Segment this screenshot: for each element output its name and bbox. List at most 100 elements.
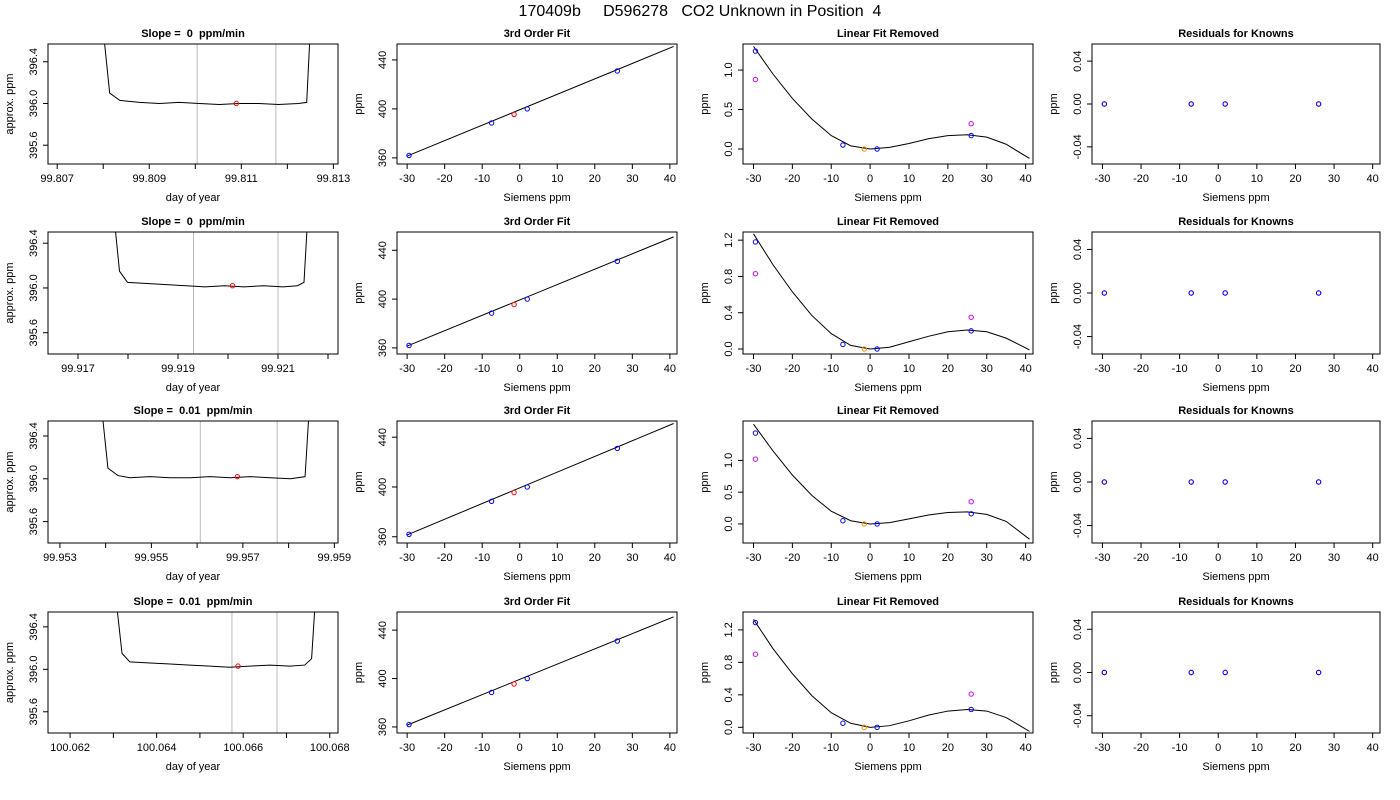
point	[614, 445, 621, 452]
y-tick-label: 0.8	[723, 655, 735, 670]
point	[1101, 479, 1108, 485]
y-tick-label: 0.04	[1072, 239, 1084, 260]
x-axis-label: Siemens ppm	[854, 192, 921, 204]
panel-title: 3rd Order Fit	[504, 28, 571, 40]
y-tick-label: -0.04	[1072, 703, 1084, 728]
plot-frame	[396, 43, 678, 165]
x-axis-label: day of year	[166, 382, 221, 394]
y-tick-label: 0.5	[723, 102, 735, 117]
curve	[115, 232, 308, 288]
curve	[753, 233, 1030, 351]
x-tick-label: 40	[1367, 552, 1379, 564]
x-tick-label: 40	[664, 742, 676, 754]
x-tick-label: -10	[823, 173, 839, 185]
point	[968, 691, 974, 697]
plot-area	[406, 616, 674, 728]
y-tick-label: 1.0	[723, 453, 735, 468]
panel: Linear Fit Removed Siemens ppm ppm -30 -20 -1…	[699, 596, 1034, 773]
x-axis-label: Siemens ppm	[1202, 382, 1269, 394]
y-axis-label: ppm	[1048, 93, 1060, 114]
x-tick-label: 10	[903, 363, 915, 375]
point	[968, 511, 974, 517]
y-tick-label: 360	[377, 149, 389, 167]
x-tick-label: 40	[664, 173, 676, 185]
plot-area	[116, 612, 316, 669]
x-tick-label: 99.953	[43, 552, 77, 564]
panel-title: Slope = 0.01 ppm/min	[134, 596, 253, 608]
x-tick-label: 99.809	[132, 173, 166, 185]
point	[233, 100, 239, 107]
x-tick-label: 100.066	[223, 742, 263, 754]
x-tick-label: -20	[784, 363, 800, 375]
x-tick-label: 100.064	[137, 742, 177, 754]
y-tick-label: 0.04	[1072, 50, 1084, 71]
y-tick-label: 0.0	[723, 720, 735, 735]
x-tick-label: 40	[1019, 363, 1031, 375]
curve	[406, 423, 674, 536]
x-tick-label: 100.062	[50, 742, 90, 754]
curve	[406, 45, 674, 157]
x-tick-label: -10	[1172, 552, 1188, 564]
x-tick-label: 0	[867, 552, 873, 564]
point	[968, 121, 974, 127]
x-axis-label: Siemens ppm	[1202, 192, 1269, 204]
x-axis-label: Siemens ppm	[854, 761, 921, 773]
y-tick-label: 0.04	[1072, 619, 1084, 640]
point	[1222, 479, 1228, 485]
panel: Linear Fit Removed Siemens ppm ppm -30 -20 -1…	[699, 216, 1034, 394]
x-tick-label: 30	[981, 363, 993, 375]
y-tick-label: 440	[377, 241, 389, 259]
y-tick-label: 396.0	[28, 90, 40, 118]
y-tick-label: 1.2	[723, 233, 735, 248]
panel: 3rd Order Fit Siemens ppm ppm -30 -20 -10 0 10 2…	[353, 28, 678, 204]
curve	[406, 236, 674, 347]
point	[1188, 101, 1194, 107]
y-tick-label: 0.5	[723, 485, 735, 500]
panel-title: Residuals for Knowns	[1178, 405, 1294, 417]
x-tick-label: 20	[589, 552, 601, 564]
point	[1315, 290, 1322, 296]
y-tick-label: 0.0	[723, 516, 735, 531]
point	[524, 296, 530, 302]
x-tick-label: 30	[626, 742, 638, 754]
plot-frame	[1091, 420, 1381, 544]
y-axis-label: ppm	[1048, 471, 1060, 492]
y-tick-label: 440	[377, 621, 389, 639]
x-tick-label: -20	[437, 363, 453, 375]
point	[488, 120, 495, 126]
point	[524, 106, 530, 112]
x-tick-label: 10	[551, 173, 563, 185]
x-tick-label: 20	[589, 742, 601, 754]
y-axis-label: approx. ppm	[4, 642, 16, 703]
x-tick-label: -30	[399, 363, 415, 375]
x-tick-label: 20	[942, 742, 954, 754]
x-tick-label: 99.811	[225, 173, 258, 185]
y-axis-label: ppm	[699, 93, 711, 114]
x-tick-label: 0	[1215, 742, 1221, 754]
x-tick-label: 99.921	[261, 363, 295, 375]
plot-frame	[47, 231, 339, 355]
panel-title: Residuals for Knowns	[1178, 596, 1294, 608]
x-tick-label: 0	[1215, 552, 1221, 564]
plot-frame	[1091, 43, 1381, 165]
y-tick-label: 0.00	[1072, 662, 1084, 683]
y-axis-label: ppm	[353, 93, 365, 114]
x-tick-label: 40	[664, 552, 676, 564]
y-axis-label: approx. ppm	[4, 73, 16, 134]
y-tick-label: 0.4	[723, 305, 735, 320]
x-tick-label: 20	[1289, 742, 1301, 754]
plot-frame	[742, 43, 1034, 165]
point	[1222, 101, 1228, 107]
x-axis-label: Siemens ppm	[503, 382, 570, 394]
x-tick-label: -20	[437, 742, 453, 754]
x-tick-label: 30	[626, 363, 638, 375]
x-axis-label: Siemens ppm	[503, 192, 570, 204]
x-tick-label: -10	[474, 363, 490, 375]
x-tick-label: -30	[399, 742, 415, 754]
x-tick-label: 20	[1289, 363, 1301, 375]
panel-title: 3rd Order Fit	[504, 216, 571, 228]
plot-frame	[396, 231, 678, 355]
point	[861, 724, 867, 731]
x-tick-label: 40	[1367, 173, 1379, 185]
